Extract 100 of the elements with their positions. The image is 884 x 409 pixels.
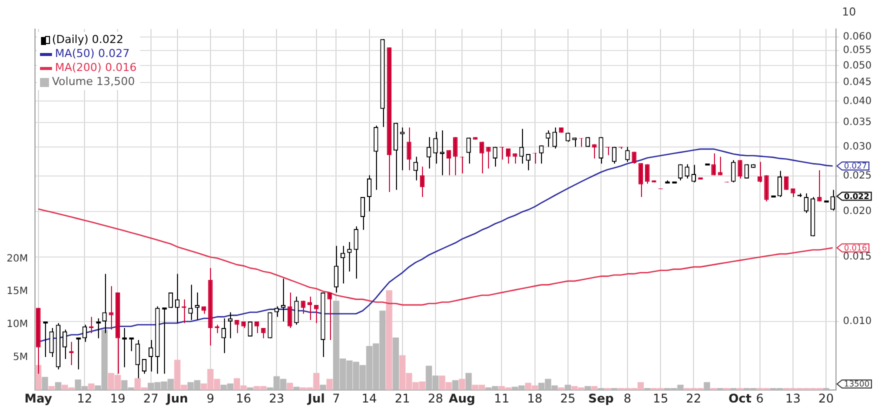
x-tick-label: 7 [332, 391, 340, 406]
candlestick [466, 137, 471, 164]
y-tick-label: 0.010 [843, 316, 872, 328]
candlestick [691, 164, 696, 183]
y-tick-label: 0.040 [843, 96, 872, 107]
candlestick [546, 130, 550, 148]
candlestick [499, 146, 504, 160]
candlestick [300, 300, 306, 314]
x-tick-label: 23 [268, 391, 284, 406]
candlestick [188, 284, 193, 320]
text: 13500 [844, 380, 870, 389]
candlestick [784, 176, 789, 190]
candlestick [539, 144, 544, 164]
candlestick [612, 146, 617, 164]
x-tick-label: 21 [394, 391, 410, 406]
candlestick [221, 318, 226, 354]
candlestick [327, 292, 332, 341]
x-tick-label: Jun [166, 391, 188, 406]
candlestick [49, 328, 54, 358]
x-tick-label: 20 [818, 391, 834, 406]
legend-label: MA(50) 0.027 [55, 47, 130, 61]
candlestick [526, 153, 530, 171]
candlestick [731, 160, 736, 183]
candlestick [168, 292, 174, 308]
candlestick [433, 131, 438, 164]
x-tick-label: 6 [756, 391, 764, 406]
candlestick [645, 164, 650, 184]
legend-label: MA(200) 0.016 [55, 61, 137, 75]
x-tick-label: 9 [206, 391, 214, 406]
candlestick [684, 164, 690, 179]
candlestick [294, 296, 299, 326]
candlestick [492, 146, 498, 168]
y2-tick-label: 5M [13, 352, 28, 363]
candlestick [598, 136, 604, 164]
x-tick-label: 14 [362, 391, 377, 406]
candlestick [194, 292, 200, 320]
y-tick-label: 0.015 [843, 252, 872, 263]
candlestick [374, 125, 378, 190]
x-tick-label: 13 [785, 391, 801, 406]
candlestick [426, 136, 432, 169]
candlestick [738, 160, 742, 179]
candlestick [261, 328, 266, 339]
text: 10 [842, 5, 856, 18]
x-tick-label: Sep [588, 391, 614, 406]
text: 0.022 [844, 192, 870, 201]
y-tick-label: 0.020 [843, 206, 872, 217]
x-tick-label: 8 [624, 391, 632, 406]
x-tick-label: 12 [77, 391, 92, 406]
y-tick-label: 0.025 [843, 170, 872, 182]
legend-label: Volume 13,500 [52, 75, 135, 89]
candlestick [274, 306, 279, 318]
x-tick-label: Oct [728, 391, 752, 406]
candlestick [334, 245, 339, 294]
x-tick-label: 25 [560, 391, 576, 406]
y2-tick-label: 15M [6, 286, 28, 298]
candlestick [62, 329, 68, 360]
text: 0.027 [844, 162, 867, 171]
candlestick [354, 226, 358, 280]
candlestick [817, 170, 822, 202]
candlestick [288, 292, 292, 329]
x-tick-label: May [24, 391, 52, 406]
candlestick [148, 340, 154, 372]
text: 0.016 [844, 243, 867, 252]
candlestick [413, 156, 418, 181]
x-tick-label: 22 [686, 391, 702, 406]
x-tick-label: 18 [527, 391, 542, 406]
candlestick [764, 174, 769, 202]
candlestick [307, 296, 312, 320]
candlestick [446, 150, 452, 176]
x-tick-label: 15 [652, 391, 668, 406]
y-tick-label: 0.060 [843, 31, 872, 42]
y-tick-label: 0.045 [843, 77, 872, 88]
candlestick [486, 146, 491, 169]
candlestick [744, 164, 749, 179]
candlestick [625, 146, 630, 162]
candlestick [175, 273, 180, 324]
candlestick [480, 141, 484, 174]
candlestick [280, 278, 286, 322]
legend-label: (Daily) 0.022 [52, 33, 124, 47]
candlestick [678, 164, 683, 181]
y2-tick-label: 20M [6, 253, 28, 264]
candlestick [804, 192, 809, 214]
candlestick [314, 304, 319, 324]
y-tick-label: 0.035 [843, 117, 872, 128]
candlestick [552, 126, 557, 150]
x-tick-label: Jul [306, 391, 325, 406]
candlestick [420, 166, 425, 198]
candlestick [347, 241, 352, 272]
y2-tick-label: 10M [6, 318, 28, 330]
candlestick [254, 321, 260, 334]
y-tick-label: 0.030 [843, 142, 872, 153]
candlestick [406, 126, 412, 171]
x-tick-label: 28 [428, 391, 444, 406]
x-tick-label: Aug [448, 391, 476, 406]
x-tick-label: 27 [143, 391, 158, 406]
x-tick-label: 19 [110, 391, 126, 406]
candlestick [711, 152, 716, 176]
candlestick [718, 156, 722, 176]
x-tick-label: 11 [494, 391, 510, 406]
candlestick [638, 162, 644, 198]
